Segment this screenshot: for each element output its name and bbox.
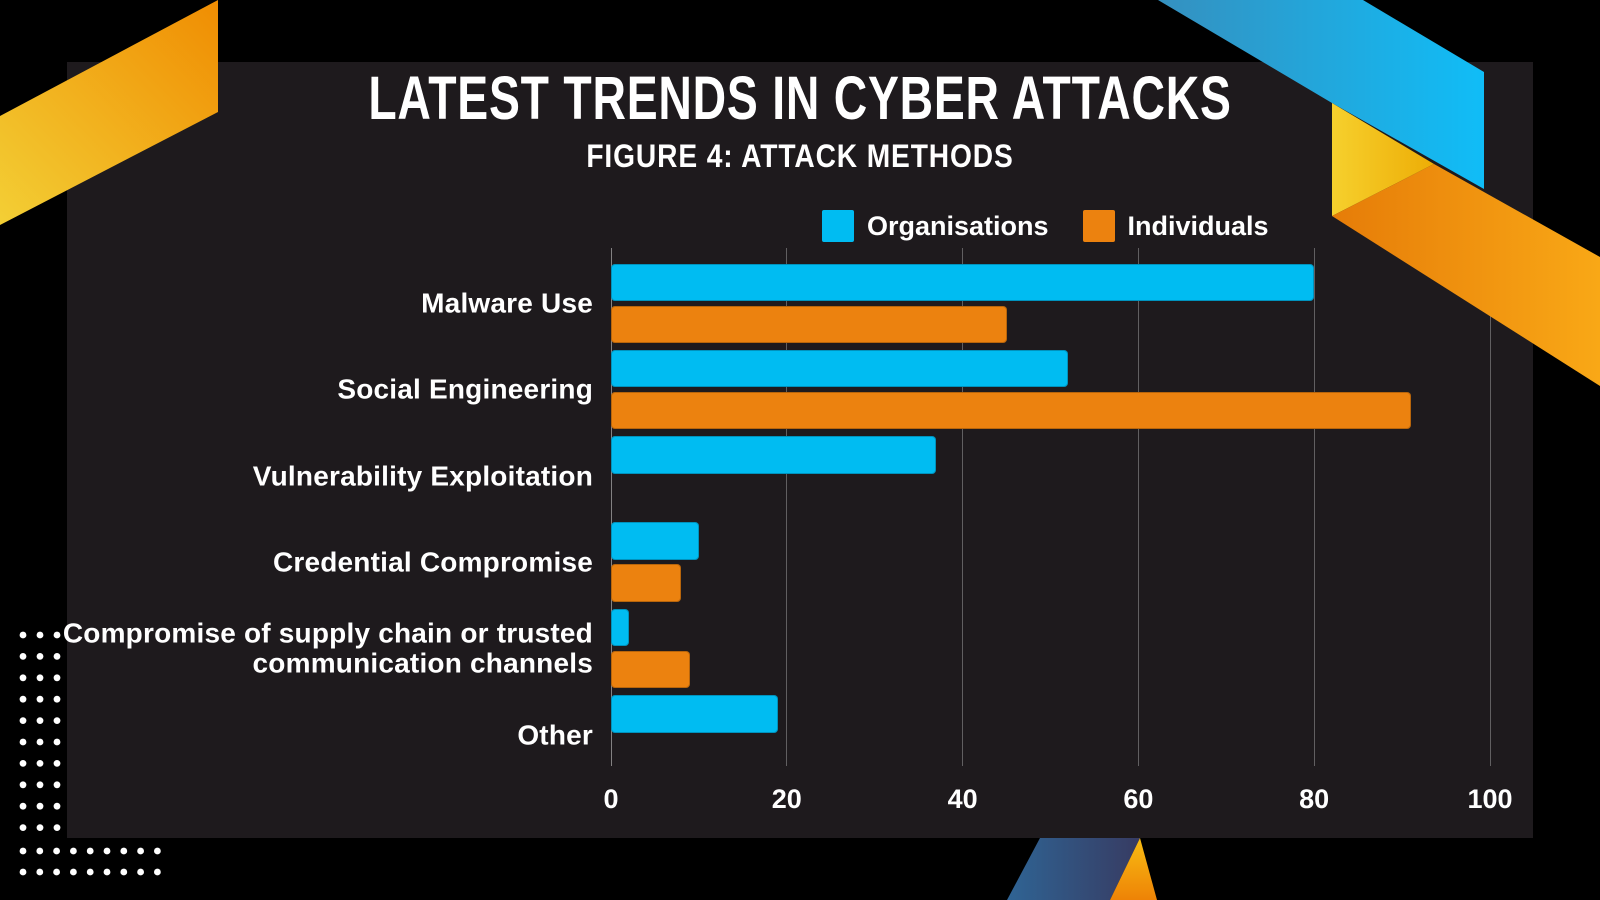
category-label-malware-use: Malware Use	[421, 287, 593, 319]
category-label-vulnerability-exploitation: Vulnerability Exploitation	[252, 459, 593, 491]
page-subtitle: FIGURE 4: ATTACK METHODS	[586, 138, 1014, 175]
bar-organisations-credential-compromise	[611, 522, 699, 560]
legend-item-individuals: Individuals	[1082, 210, 1269, 242]
bar-individuals-malware-use	[611, 305, 1007, 343]
x-tick-label-60: 60	[1123, 784, 1154, 814]
gridline-x-60	[1137, 248, 1139, 766]
category-label-other: Other	[517, 718, 593, 750]
category-label-compromise-of-supply-chain-or-trusted-communication-channels: Compromise of supply chain or trusted co…	[62, 617, 593, 679]
gridline-x-20	[786, 248, 788, 766]
gridline-x-40	[962, 248, 964, 766]
bar-organisations-social-engineering	[611, 349, 1069, 388]
bar-organisations-compromise-of-supply-chain-or-trusted-communication-channels	[611, 608, 629, 647]
gridline-x-100	[1489, 248, 1491, 766]
x-tick-label-100: 100	[1467, 784, 1513, 814]
page-title: LATEST TRENDS IN CYBER ATTACKS	[368, 64, 1232, 132]
legend-label-organisations: Organisations	[867, 210, 1049, 241]
gridline-x-80	[1313, 248, 1315, 766]
legend-item-organisations: Organisations	[822, 210, 1049, 242]
x-tick-label-20: 20	[771, 784, 802, 814]
bar-individuals-compromise-of-supply-chain-or-trusted-communication-channels	[611, 650, 691, 689]
category-label-credential-compromise: Credential Compromise	[272, 546, 593, 578]
legend: Organisations Individuals	[822, 210, 1269, 242]
x-tick-label-0: 0	[603, 784, 619, 814]
x-tick-label-80: 80	[1299, 784, 1330, 814]
legend-label-individuals: Individuals	[1127, 210, 1269, 241]
category-label-social-engineering: Social Engineering	[337, 373, 593, 405]
legend-swatch-organisations	[822, 210, 854, 242]
gridline-x-0	[610, 248, 612, 766]
bar-individuals-credential-compromise	[611, 564, 682, 602]
legend-swatch-individuals	[1082, 210, 1115, 242]
bar-organisations-vulnerability-exploitation	[611, 436, 937, 474]
bar-individuals-social-engineering	[611, 391, 1411, 430]
bar-organisations-other	[611, 695, 778, 733]
x-tick-label-40: 40	[947, 784, 978, 814]
header: LATEST TRENDS IN CYBER ATTACKS FIGURE 4:…	[0, 66, 1600, 175]
bar-organisations-malware-use	[611, 263, 1315, 301]
